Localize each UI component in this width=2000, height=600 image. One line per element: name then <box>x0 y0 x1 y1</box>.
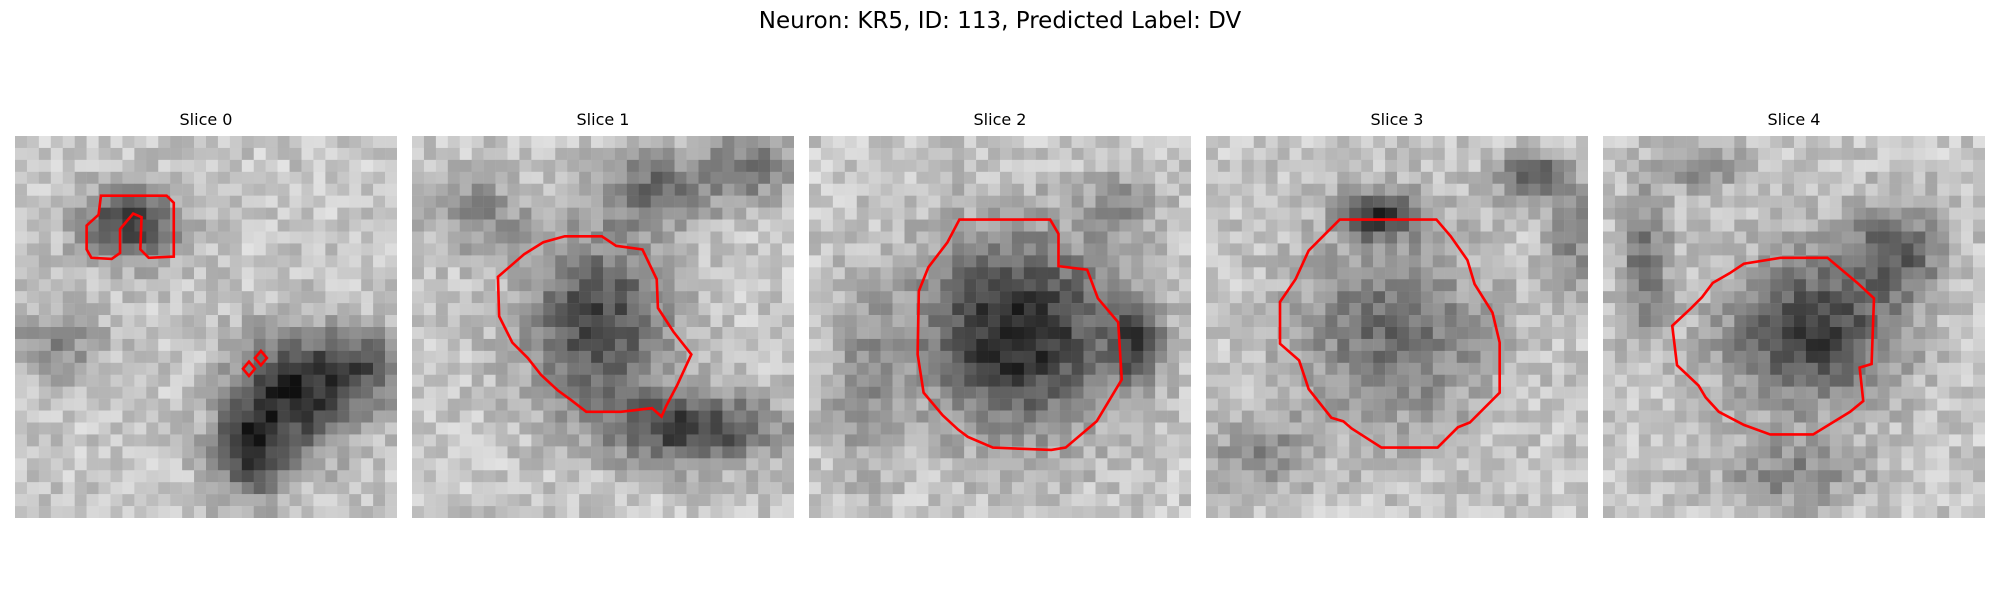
figure-title: Neuron: KR5, ID: 113, Predicted Label: D… <box>758 8 1242 34</box>
slice-image-1 <box>412 136 794 518</box>
slice-image-0 <box>15 136 397 518</box>
slice-title-1: Slice 1 <box>576 110 630 129</box>
neuron-contour <box>1670 256 1876 436</box>
slice-title-2: Slice 2 <box>973 110 1027 129</box>
slice-image-3 <box>1206 136 1588 518</box>
slice-panel-3: Slice 3 <box>1206 108 1588 518</box>
neuron-contour <box>496 234 693 419</box>
neuron-contour <box>85 194 176 261</box>
slice-image-2 <box>809 136 1191 518</box>
slice-panel-4: Slice 4 <box>1603 108 1985 518</box>
neuron-contour <box>916 218 1124 452</box>
slice-panel-0: Slice 0 <box>15 108 397 518</box>
slice-panel-2: Slice 2 <box>809 108 1191 518</box>
slice-title-4: Slice 4 <box>1767 110 1821 129</box>
slice-image-4 <box>1603 136 1985 518</box>
slice-title-3: Slice 3 <box>1370 110 1424 129</box>
slice-panel-1: Slice 1 <box>412 108 794 518</box>
neuron-contour <box>1278 218 1501 449</box>
slice-title-0: Slice 0 <box>179 110 233 129</box>
neuron-contour-fragment <box>241 348 269 378</box>
